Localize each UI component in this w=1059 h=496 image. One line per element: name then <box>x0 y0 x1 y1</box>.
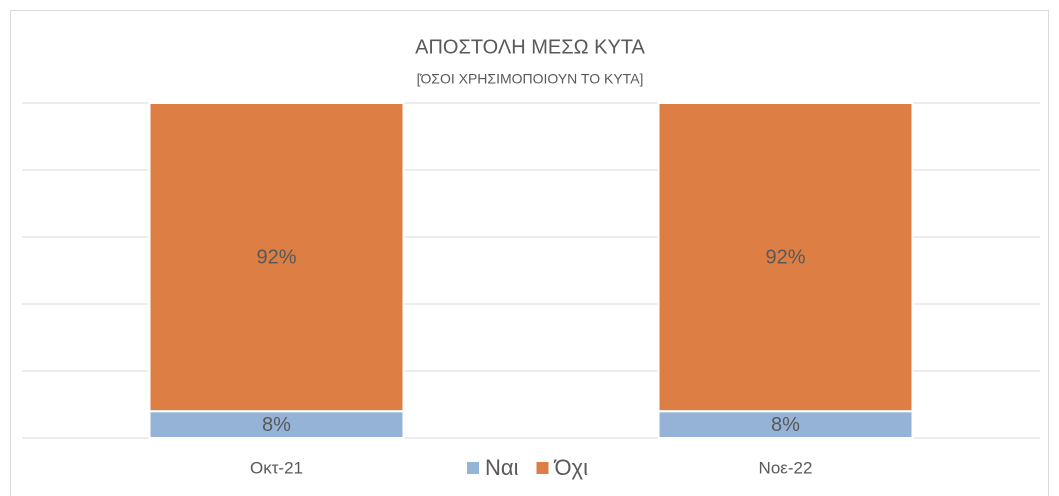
legend-swatch <box>467 462 479 474</box>
x-tick-label: Οκτ-21 <box>250 458 303 477</box>
data-label: 8% <box>771 414 800 436</box>
data-label: 8% <box>262 414 291 436</box>
chart-subtitle: [ΌΣΟΙ ΧΡΗΣΙΜΟΠΟΙΟΥΝ ΤΟ ΚΥΤΑ] <box>417 71 644 87</box>
bar-segment <box>657 410 914 440</box>
legend-label: Όχι <box>554 455 589 480</box>
bar-segment <box>148 102 405 413</box>
x-tick-label: Νοε-22 <box>759 458 813 477</box>
legend-swatch <box>536 462 549 474</box>
legend: Ναι Όχι <box>467 455 588 480</box>
data-label: 92% <box>765 246 805 268</box>
data-label: 92% <box>256 246 296 268</box>
bar-segment <box>657 102 914 413</box>
chart-title: ΑΠΟΣΤΟΛΗ ΜΕΣΩ ΚΥΤΑ <box>415 36 645 58</box>
legend-label: Ναι <box>485 455 519 480</box>
